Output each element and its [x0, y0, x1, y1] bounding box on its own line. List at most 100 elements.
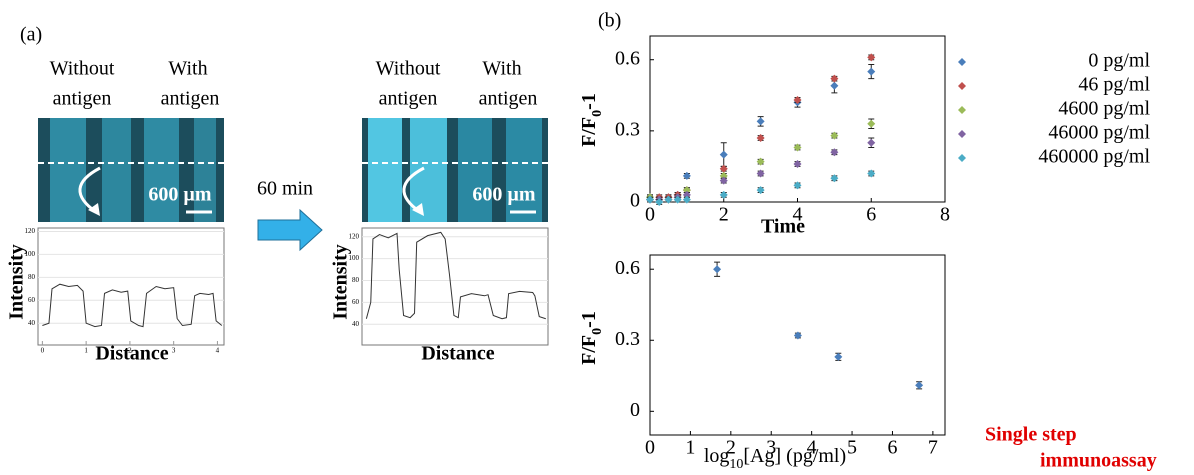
plot-frame	[361, 227, 549, 346]
y-tick-label: 80	[352, 276, 360, 284]
point	[719, 176, 728, 185]
column-label: antigen	[161, 88, 220, 110]
point	[830, 131, 839, 140]
x-tick-label: 4	[793, 204, 803, 226]
x-tick-label: 3	[766, 437, 776, 459]
scale-label: 600 µm	[148, 184, 212, 206]
legend-marker	[958, 58, 966, 66]
axis-label-part: 10	[729, 457, 743, 472]
panel-label: (b)	[598, 10, 621, 32]
y-tick-label: 0.3	[615, 118, 640, 140]
point	[830, 148, 839, 157]
x-tick-label: 2	[719, 204, 729, 226]
column-label: antigen	[53, 88, 112, 110]
column-label: Without	[50, 58, 115, 80]
intensity-trace	[365, 231, 546, 320]
x-tick-label: 6	[887, 437, 897, 459]
arrow-label: 60 min	[257, 178, 313, 200]
x-tick-label: 2	[726, 437, 736, 459]
column-label: With	[168, 58, 207, 80]
x-tick-label: 1	[84, 347, 88, 355]
axis-label-part: log	[704, 445, 730, 467]
x-tick-label: 8	[940, 204, 950, 226]
point	[867, 119, 876, 128]
x-tick-label: 3	[172, 347, 176, 355]
axis-label: F/F0-1	[578, 93, 605, 147]
note: immunoassay	[1040, 450, 1157, 472]
axis-label-part: -1	[578, 311, 600, 328]
column-label: With	[482, 58, 521, 80]
x-tick-label: 0	[645, 437, 655, 459]
micrograph	[38, 118, 224, 222]
point	[867, 169, 876, 178]
y-tick-label: 0	[630, 190, 640, 212]
y-tick-label: 60	[28, 296, 36, 304]
note: Single step	[985, 424, 1077, 446]
point	[756, 157, 765, 166]
legend-label: 4600 pg/ml	[1058, 98, 1150, 120]
point	[867, 138, 876, 147]
axis-label-part: [Ag] (pg/ml)	[743, 445, 846, 467]
point	[756, 133, 765, 142]
point	[756, 169, 765, 178]
point	[756, 117, 765, 126]
micrograph	[362, 118, 548, 222]
point	[673, 195, 682, 204]
legend-label: 46000 pg/ml	[1048, 122, 1150, 144]
x-tick-label: 4	[216, 347, 220, 355]
column-label: Without	[376, 58, 441, 80]
point	[830, 174, 839, 183]
x-tick-label: 2	[128, 347, 132, 355]
panel-label: (a)	[20, 24, 42, 46]
column-label: antigen	[379, 88, 438, 110]
y-tick-label: 100	[25, 250, 36, 258]
y-axis-label: Intensity	[330, 244, 352, 320]
y-tick-label: 0	[630, 399, 640, 421]
axis-label-part: F/F	[578, 117, 600, 147]
y-tick-label: 40	[352, 320, 360, 328]
point	[682, 195, 691, 204]
arrow	[257, 208, 323, 252]
legend-marker	[958, 130, 966, 138]
point	[793, 160, 802, 169]
column-label: antigen	[479, 88, 538, 110]
point	[719, 164, 728, 173]
point	[793, 331, 802, 340]
point	[793, 143, 802, 152]
y-tick-label: 120	[349, 232, 360, 240]
point	[719, 150, 728, 159]
x-tick-label: 7	[928, 437, 938, 459]
x-axis-label: Distance	[95, 343, 168, 365]
y-tick-label: 0.3	[615, 328, 640, 350]
legend-label: 460000 pg/ml	[1038, 146, 1150, 168]
x-axis-label: Distance	[421, 343, 494, 365]
x-axis-label: Time	[761, 216, 805, 238]
point	[867, 53, 876, 62]
y-tick-label: 120	[25, 227, 36, 235]
point	[664, 195, 673, 204]
axis-label-part: -1	[578, 93, 600, 110]
y-tick-label: 40	[28, 319, 36, 327]
legend-label: 46 pg/ml	[1078, 74, 1150, 96]
x-tick-label: 6	[866, 204, 876, 226]
y-tick-label: 0.6	[615, 257, 640, 279]
point	[646, 195, 654, 204]
x-tick-label: 5	[847, 437, 857, 459]
axis-label-part: 0	[590, 328, 605, 335]
y-tick-label: 100	[349, 254, 360, 262]
point	[793, 181, 802, 190]
point	[655, 198, 664, 206]
x-tick-label: 1	[685, 437, 695, 459]
legend-label: 0 pg/ml	[1088, 50, 1150, 72]
point	[682, 171, 691, 180]
x-tick-label: 0	[41, 347, 45, 355]
legend-marker	[958, 82, 966, 90]
x-tick-label: 0	[645, 204, 655, 226]
axis-label: log10[Ag] (pg/ml)	[704, 445, 846, 472]
point	[756, 186, 765, 195]
point	[793, 96, 802, 105]
point	[713, 265, 722, 274]
point	[834, 352, 843, 361]
plot-frame	[649, 35, 946, 203]
